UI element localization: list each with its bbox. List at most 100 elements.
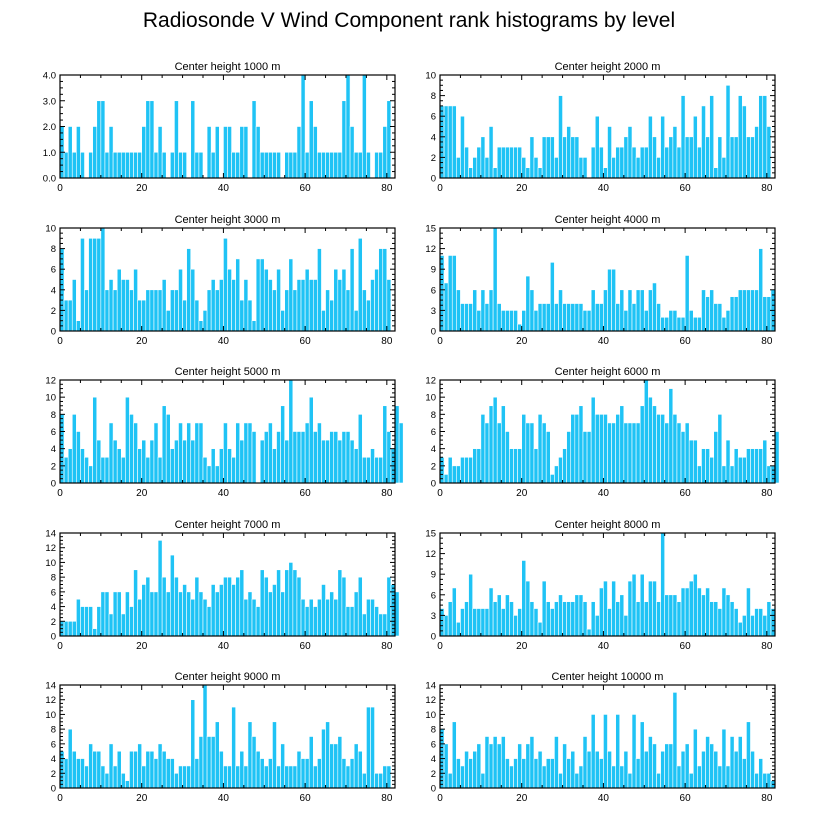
- histogram-bar: [521, 758, 527, 789]
- histogram-bar: [476, 743, 482, 789]
- histogram-bar: [586, 750, 592, 789]
- histogram-bar: [558, 95, 563, 179]
- histogram-bar: [717, 136, 723, 179]
- histogram-bar: [259, 439, 265, 484]
- histogram-bar: [525, 275, 531, 332]
- y-tick-label: 10: [45, 393, 56, 404]
- x-tick-label: 40: [598, 336, 610, 347]
- y-tick-label: 6: [51, 427, 56, 438]
- histogram-bar: [263, 765, 269, 789]
- histogram-bar: [529, 736, 535, 789]
- histogram-bar: [292, 289, 298, 332]
- histogram-bar: [488, 587, 494, 637]
- histogram-bar: [476, 608, 482, 637]
- histogram-bar: [635, 758, 641, 789]
- histogram-bar: [500, 736, 506, 789]
- histogram-bar: [742, 105, 747, 179]
- y-tick-label: 8: [431, 410, 436, 421]
- histogram-bar: [157, 289, 163, 332]
- histogram-bar: [386, 765, 392, 789]
- histogram-bar: [656, 303, 661, 332]
- x-tick-label: 80: [761, 336, 773, 347]
- histogram-bar: [737, 456, 743, 484]
- histogram-bar: [537, 750, 543, 789]
- histogram-bar: [648, 396, 653, 484]
- histogram-bar: [484, 608, 490, 637]
- histogram-bar: [88, 238, 93, 332]
- histogram-bar: [280, 591, 285, 637]
- histogram-bar: [631, 303, 637, 332]
- histogram-bar: [170, 758, 175, 789]
- histogram-bar: [300, 758, 306, 789]
- histogram-bar: [345, 765, 351, 789]
- y-tick-label: 4: [51, 602, 56, 613]
- histogram-bar: [582, 431, 588, 484]
- histogram-bar: [635, 601, 641, 637]
- histogram-bar: [558, 594, 563, 637]
- histogram-bar: [570, 303, 576, 332]
- histogram-bar: [337, 569, 343, 637]
- histogram-bar: [120, 279, 126, 332]
- histogram-bar: [333, 268, 339, 332]
- histogram-bar: [521, 157, 527, 179]
- histogram-bar: [96, 439, 102, 484]
- histogram-bar: [219, 279, 224, 332]
- histogram-bar: [219, 584, 224, 637]
- histogram-bar: [451, 587, 457, 637]
- histogram-bar: [656, 601, 661, 637]
- histogram-bar: [292, 569, 298, 637]
- histogram-bar: [574, 772, 580, 789]
- histogram-bar: [468, 758, 473, 789]
- histogram-bar: [619, 765, 625, 789]
- histogram-bar: [312, 765, 318, 789]
- histogram-bar: [529, 289, 535, 332]
- chart-title: Center height 1000 m: [175, 61, 281, 73]
- histogram-bar: [337, 151, 343, 179]
- histogram-bar: [317, 758, 322, 789]
- histogram-bar: [750, 136, 755, 179]
- histogram-bar: [733, 608, 739, 637]
- histogram-bar: [329, 431, 335, 484]
- y-tick-label: 4.0: [43, 71, 56, 82]
- histogram-bar: [190, 439, 196, 484]
- histogram-bar: [701, 105, 706, 179]
- histogram-bar: [153, 591, 159, 637]
- histogram-bar: [382, 248, 388, 332]
- histogram-bar: [133, 151, 138, 179]
- histogram-bar: [480, 289, 486, 332]
- histogram-bar: [742, 758, 747, 789]
- histogram-bar: [325, 598, 330, 637]
- histogram-bar: [443, 743, 449, 789]
- histogram-bar: [255, 258, 261, 332]
- histogram-bar: [525, 580, 531, 637]
- x-tick-label: 40: [218, 183, 230, 194]
- y-tick-label: 4: [51, 754, 56, 765]
- histogram-bar: [100, 227, 106, 332]
- histogram-bar: [676, 422, 682, 484]
- histogram-bar: [108, 422, 114, 484]
- histogram-bar: [349, 248, 355, 332]
- histogram-bar: [484, 157, 490, 179]
- histogram-bar: [206, 736, 212, 789]
- histogram-bar: [582, 736, 588, 789]
- histogram-bar: [300, 74, 306, 179]
- histogram-bar: [603, 580, 608, 637]
- histogram-bar: [259, 151, 265, 179]
- histogram-bar: [721, 728, 727, 789]
- histogram-bar: [460, 456, 465, 484]
- histogram-bar: [705, 448, 710, 484]
- histogram-bar: [231, 456, 236, 484]
- histogram-bar: [300, 279, 306, 332]
- x-tick-label: 40: [598, 641, 610, 652]
- histogram-bar: [321, 584, 326, 637]
- histogram-bar: [137, 598, 143, 637]
- histogram-bar: [219, 750, 224, 789]
- histogram-bar: [247, 422, 253, 484]
- histogram-bar: [480, 772, 486, 789]
- histogram-bar: [468, 456, 473, 484]
- histogram-bar: [137, 299, 143, 332]
- histogram-bar: [460, 608, 465, 637]
- histogram-bar: [545, 431, 551, 484]
- histogram-bar: [108, 613, 114, 637]
- histogram-bar: [623, 422, 629, 484]
